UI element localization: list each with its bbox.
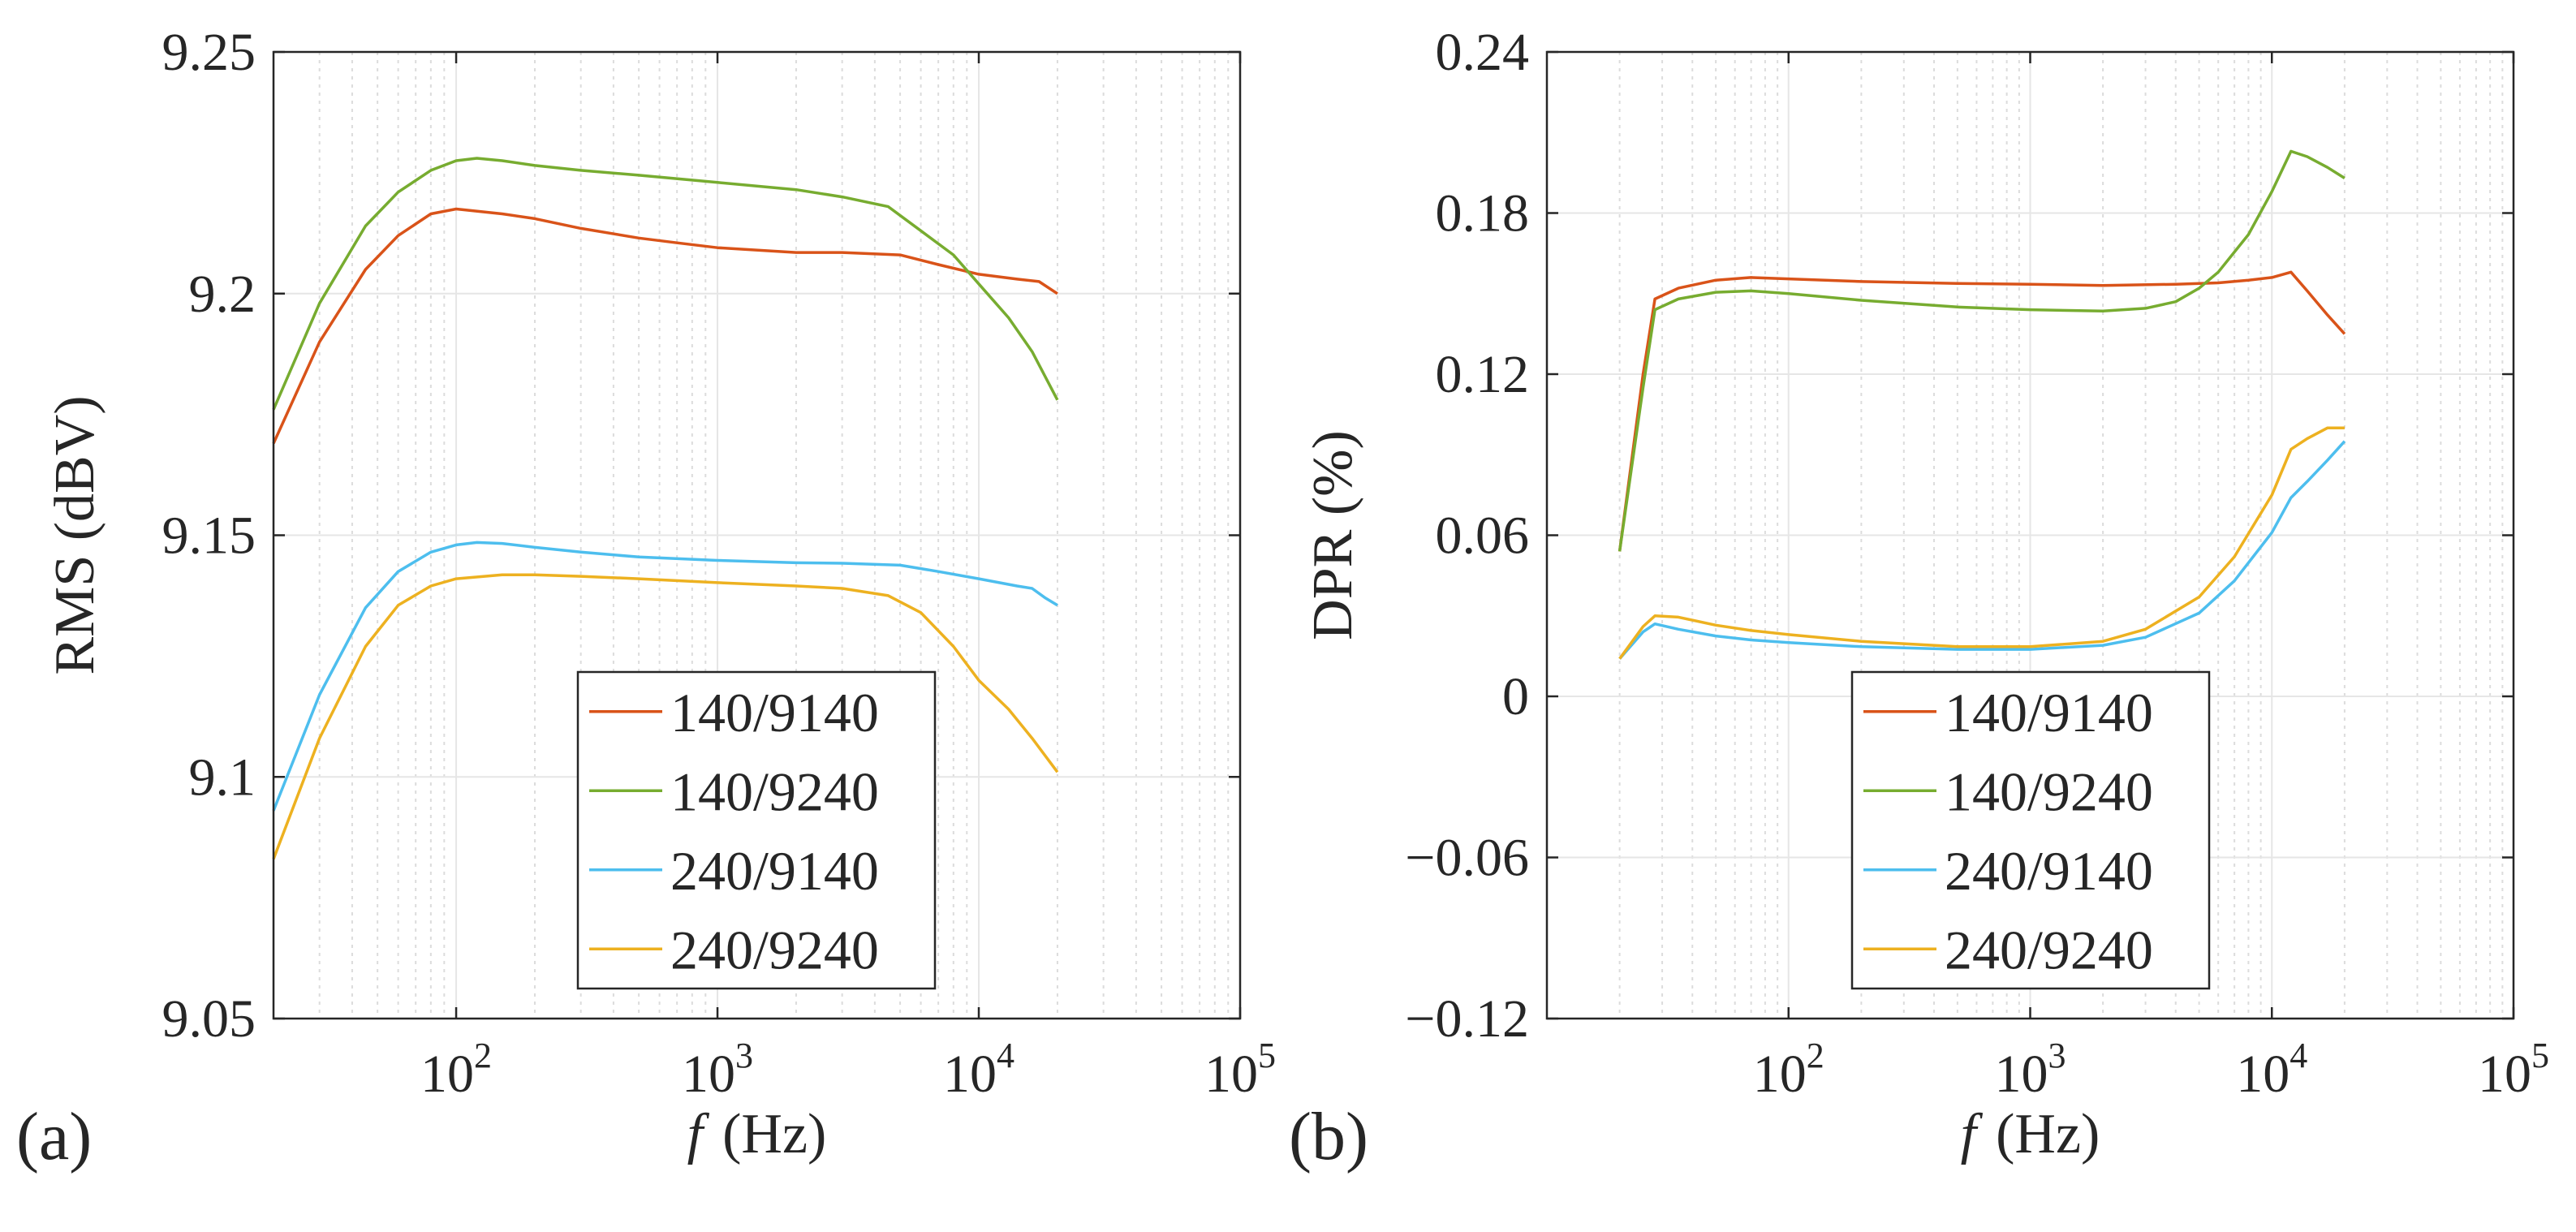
series-line-140-9140 [1618, 270, 2346, 552]
y-tick-label: −0.06 [1405, 829, 1529, 888]
x-tick-label: 105 [2478, 1036, 2549, 1104]
x-tick-base: 10 [1995, 1045, 2048, 1104]
y-tick-label: 0.12 [1436, 345, 1530, 404]
x-tick-base: 10 [420, 1045, 474, 1104]
y-tick-label: 9.2 [189, 265, 256, 324]
series-line-240-9140 [272, 541, 1058, 812]
major-grid [274, 52, 1240, 1019]
y-tick-label: 0 [1502, 667, 1529, 726]
y-axis-label: RMS (dBV) [44, 395, 106, 674]
x-axis-label: f (Hz) [1961, 1103, 2100, 1165]
minor-grid [318, 52, 1230, 1019]
legend-entry: 140/9140 [670, 682, 879, 743]
x-tick-label: 102 [1753, 1036, 1824, 1104]
y-tick-label: 0.24 [1436, 23, 1530, 82]
x-tick-base: 10 [943, 1045, 997, 1104]
x-axis-variable: f [687, 1103, 710, 1165]
x-tick-base: 10 [2236, 1045, 2290, 1104]
x-tick-label: 103 [1995, 1036, 2066, 1104]
x-tick-base: 10 [1753, 1045, 1807, 1104]
x-tick-exponent: 5 [1258, 1036, 1276, 1075]
series-group [1618, 149, 2346, 660]
legend: 140/9140 140/9240 240/9140 240/9240 [1850, 670, 2211, 990]
x-tick-exponent: 5 [2531, 1036, 2549, 1075]
legend-box [1850, 670, 2211, 990]
legend-entry: 140/9240 [670, 760, 879, 822]
y-tick-label: 9.05 [162, 989, 256, 1049]
series-group [272, 157, 1059, 860]
panel-label: (b) [1289, 1099, 1368, 1174]
y-tick-label: 0.18 [1436, 184, 1530, 243]
x-tick-exponent: 4 [997, 1036, 1014, 1075]
y-tick-label: −0.12 [1405, 989, 1529, 1049]
x-axis-label: f (Hz) [687, 1103, 827, 1165]
y-tick-label: 9.15 [162, 506, 256, 566]
panel-b: 102 103 104 105−0.12−0.0600.060.120.180.24f… [1289, 23, 2549, 1174]
x-tick-base: 10 [682, 1045, 735, 1104]
x-tick-exponent: 2 [1807, 1036, 1824, 1075]
y-axis-label: DPR (%) [1302, 430, 1364, 640]
legend-entry: 240/9240 [670, 919, 879, 980]
y-tick-label: 9.25 [162, 23, 256, 82]
x-axis-unit: (Hz) [722, 1103, 826, 1165]
legend-entry: 140/9140 [1945, 682, 2153, 743]
legend-entry: 240/9140 [670, 840, 879, 902]
series-line-140-9140 [272, 207, 1058, 445]
x-tick-label: 103 [682, 1036, 753, 1104]
legend-box [576, 670, 937, 990]
series-line-240-9240 [272, 573, 1059, 860]
legend-entry: 140/9240 [1945, 760, 2153, 822]
x-tick-label: 104 [2236, 1036, 2307, 1104]
legend: 140/9140 140/9240 240/9140 240/9240 [576, 670, 937, 990]
y-tick-label: 9.1 [189, 747, 256, 807]
x-tick-label: 104 [943, 1036, 1014, 1104]
x-tick-base: 10 [2478, 1045, 2531, 1104]
panel-label: (a) [16, 1099, 92, 1174]
x-tick-exponent: 3 [2048, 1036, 2066, 1075]
y-tick-label: 0.06 [1436, 506, 1530, 566]
legend-entry: 240/9240 [1945, 919, 2153, 980]
x-tick-exponent: 2 [474, 1036, 492, 1075]
x-tick-exponent: 4 [2290, 1036, 2307, 1075]
x-axis-unit: (Hz) [1996, 1103, 2100, 1165]
series-line-140-9240 [272, 157, 1059, 411]
x-tick-label: 102 [420, 1036, 492, 1104]
series-line-140-9240 [1618, 149, 2346, 552]
x-tick-base: 10 [1204, 1045, 1258, 1104]
series-line-240-9140 [1618, 440, 2346, 660]
x-axis-variable: f [1961, 1103, 1984, 1165]
series-line-240-9240 [1618, 426, 2345, 660]
legend-entry: 240/9140 [1945, 840, 2153, 902]
x-tick-label: 105 [1204, 1036, 1276, 1104]
x-tick-exponent: 3 [735, 1036, 753, 1075]
